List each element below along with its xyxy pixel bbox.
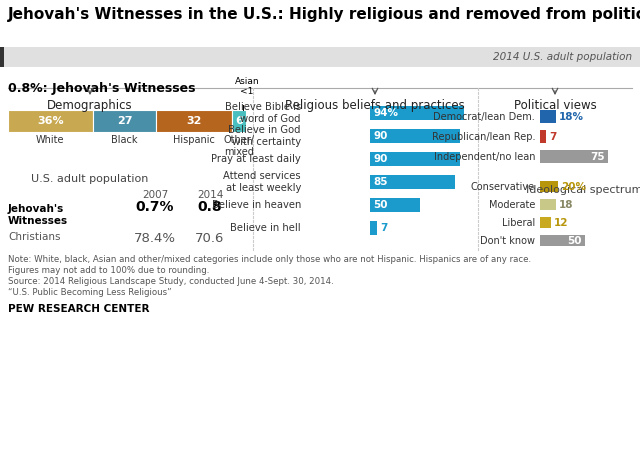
Bar [0,47,640,67]
Text: Moderate: Moderate [488,200,535,210]
Text: Source: 2014 Religious Landscape Study, conducted June 4-Sept. 30, 2014.: Source: 2014 Religious Landscape Study, … [8,277,333,286]
Text: 78.4%: 78.4% [134,232,176,245]
Bar [540,235,585,246]
Bar [540,199,556,211]
Text: Black: Black [111,135,138,145]
Text: 94%: 94% [373,108,398,118]
Text: Believe Bible is
word of God: Believe Bible is word of God [225,102,301,124]
Bar [540,218,551,228]
Text: Believe in heaven: Believe in heaven [212,200,301,210]
Text: Christians: Christians [8,232,61,242]
Bar [8,110,93,132]
Text: 0.8: 0.8 [198,200,222,214]
Text: 6: 6 [235,116,243,126]
Text: 36%: 36% [37,116,64,126]
Text: 7: 7 [549,132,557,142]
Text: 2007: 2007 [142,190,168,200]
Text: U.S. adult population: U.S. adult population [31,174,148,184]
Text: Jehovah's Witnesses in the U.S.: Highly religious and removed from politics: Jehovah's Witnesses in the U.S.: Highly … [8,7,640,22]
Bar [540,151,607,164]
Text: Independent/no lean: Independent/no lean [433,152,535,162]
Text: 85: 85 [373,177,387,187]
Bar [370,152,460,166]
Text: Conservative: Conservative [471,182,535,192]
Bar [540,111,556,124]
Text: Figures may not add to 100% due to rounding.: Figures may not add to 100% due to round… [8,266,209,275]
Bar [370,221,377,235]
Text: Other/
mixed: Other/ mixed [223,135,255,157]
Text: 2014 U.S. adult population: 2014 U.S. adult population [493,52,632,62]
Text: 90: 90 [373,131,387,141]
Text: 0.8%: Jehovah's Witnesses: 0.8%: Jehovah's Witnesses [8,82,195,95]
Text: 75: 75 [590,152,605,162]
Text: 18: 18 [559,200,573,210]
Text: Jehovah's
Witnesses: Jehovah's Witnesses [8,204,68,226]
Bar [93,110,156,132]
Text: Don't know: Don't know [480,236,535,246]
Bar [370,106,464,120]
Text: Republican/lean Rep.: Republican/lean Rep. [431,132,535,142]
Text: 20%: 20% [561,182,586,192]
Bar [540,131,547,144]
Bar [156,110,232,132]
Text: 2014: 2014 [197,190,223,200]
Bar [370,198,420,212]
Bar [370,175,455,189]
Text: Asian
<1: Asian <1 [235,77,259,96]
Bar [0,47,4,67]
Text: Political views: Political views [514,99,596,112]
Text: Pray at least daily: Pray at least daily [211,154,301,164]
Text: 32: 32 [186,116,202,126]
Text: Demographics: Demographics [47,99,133,112]
Text: 7: 7 [380,223,387,233]
Text: Liberal: Liberal [502,218,535,228]
Text: 27: 27 [117,116,132,126]
Text: 18%: 18% [559,112,584,122]
Text: White: White [36,135,65,145]
Text: 70.6: 70.6 [195,232,225,245]
Text: Democrat/lean Dem.: Democrat/lean Dem. [433,112,535,122]
Text: 50: 50 [373,200,387,210]
Text: Hispanic: Hispanic [173,135,215,145]
Bar [232,110,246,132]
Bar [540,181,558,193]
Text: 90: 90 [373,154,387,164]
Text: “U.S. Public Becoming Less Religious”: “U.S. Public Becoming Less Religious” [8,288,172,297]
Text: Attend services
at least weekly: Attend services at least weekly [223,171,301,193]
Text: Note: White, black, Asian and other/mixed categories include only those who are : Note: White, black, Asian and other/mixe… [8,255,531,264]
Text: PEW RESEARCH CENTER: PEW RESEARCH CENTER [8,304,150,314]
Text: 50: 50 [568,236,582,246]
Text: 0.7%: 0.7% [136,200,174,214]
Text: Believe in hell: Believe in hell [230,223,301,233]
Bar [370,129,460,143]
Text: Religious beliefs and practices: Religious beliefs and practices [285,99,465,112]
Text: 12: 12 [554,218,568,228]
Text: Believe in God
with certainty: Believe in God with certainty [228,125,301,147]
Text: Ideological spectrum: Ideological spectrum [525,185,640,195]
